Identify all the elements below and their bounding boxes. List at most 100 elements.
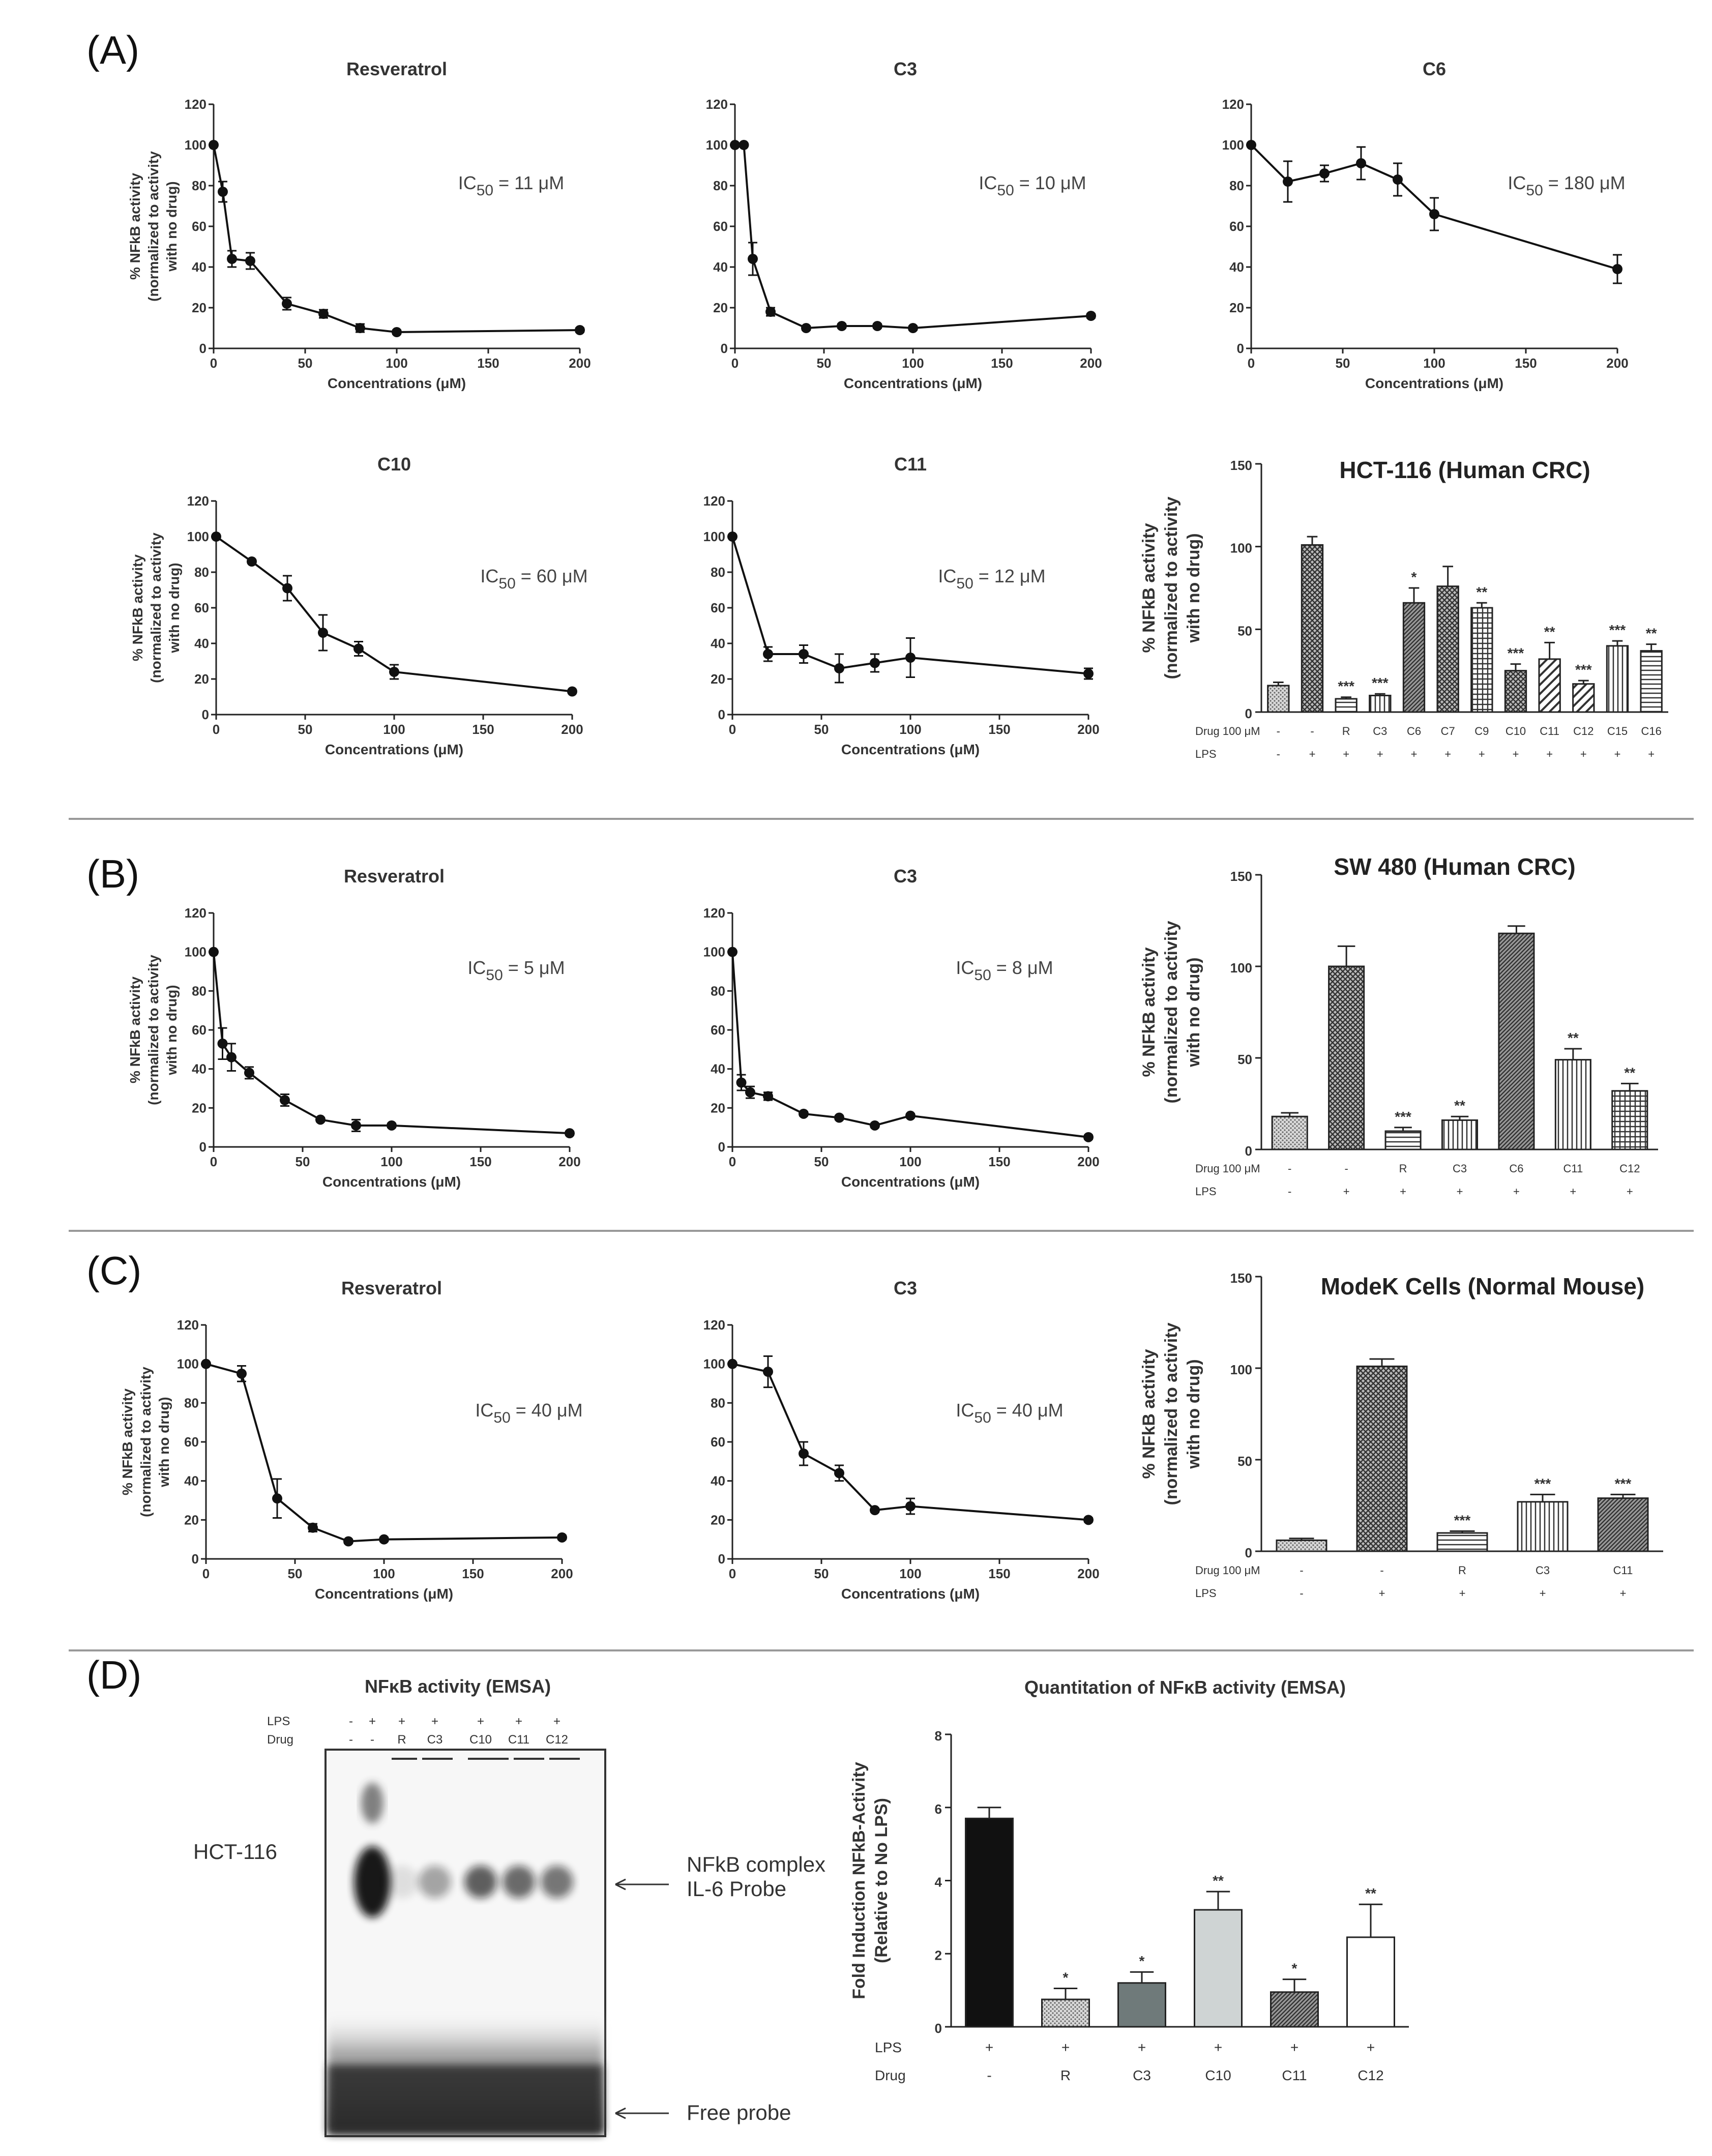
x-tick-label: 50 [1336, 356, 1350, 371]
y-tick-label: 100 [706, 137, 728, 153]
emsa-complex-band [503, 1866, 535, 1898]
x-tick-label: 50 [814, 722, 829, 737]
row-label: LPS [875, 2040, 902, 2055]
drug-condition: - [1310, 725, 1314, 737]
drug-condition: C9 [1474, 725, 1489, 737]
x-tick-label: 100 [899, 722, 921, 737]
data-point [739, 140, 749, 150]
emsa-row-lps-label: LPS [267, 1715, 290, 1728]
data-point [1612, 264, 1622, 274]
data-point [245, 256, 255, 266]
chart-a-c11: C11 0 20 40 60 80 100 120 0 50 100 150 200 Concentrat… [703, 454, 1100, 757]
data-point [799, 1449, 809, 1459]
x-tick-label: 100 [899, 1154, 921, 1169]
lps-condition: + [1546, 748, 1553, 760]
data-point [1319, 168, 1330, 179]
data-point [763, 1091, 773, 1102]
y-tick-label: 100 [703, 1356, 725, 1372]
row-label: Drug [875, 2068, 906, 2083]
emsa-drug-mark: - [370, 1733, 374, 1747]
lps-condition: + [1377, 748, 1383, 760]
y-tick-label: 120 [185, 97, 206, 112]
data-point [1083, 1132, 1094, 1142]
x-tick-label: 200 [1077, 722, 1099, 737]
chart-a-c6: C6 0 20 40 60 80 100 120 0 50 100 150 200 Concentrati… [1222, 58, 1629, 391]
bar [1117, 1982, 1166, 2028]
data-point [272, 1493, 282, 1504]
chart-b-c3: C3 0 20 40 60 80 100 120 0 50 100 150 200 Concentrati… [703, 866, 1100, 1190]
x-tick-label: 100 [902, 356, 924, 371]
lps-condition: + [1459, 1587, 1466, 1600]
data-point [557, 1532, 567, 1543]
drug-condition: C12 [1619, 1162, 1640, 1175]
x-tick-label: 100 [380, 1154, 402, 1169]
x-tick-label: 0 [729, 1154, 736, 1169]
data-point [379, 1534, 389, 1545]
data-point [870, 1505, 880, 1516]
y-tick-label: 20 [711, 671, 725, 687]
data-point [318, 628, 328, 638]
bar [1369, 694, 1392, 713]
significance-label: ** [1568, 1030, 1579, 1046]
data-point [834, 663, 844, 673]
y-tick-label: 100 [1230, 541, 1252, 556]
x-tick-label: 100 [386, 356, 407, 371]
y-tick-label: 100 [185, 137, 206, 153]
significance-label: ** [1213, 1873, 1224, 1888]
data-point [387, 1120, 397, 1131]
data-point [1283, 176, 1293, 187]
data-point [837, 321, 847, 331]
drug-condition: C12 [1573, 725, 1593, 737]
emsa-complex-band [541, 1866, 573, 1898]
data-point [736, 1077, 747, 1088]
data-point [1083, 1515, 1094, 1525]
x-tick-label: 0 [729, 1566, 736, 1581]
significance-label: *** [1508, 645, 1524, 661]
y-tick-label: 40 [194, 636, 209, 651]
ic50-label: IC50 = 60 μM [480, 566, 587, 592]
y-tick-label: 20 [711, 1100, 725, 1115]
y-axis-label: (normalized to activity [145, 151, 161, 302]
data-point [211, 531, 221, 542]
y-tick-label: 100 [1230, 960, 1252, 976]
data-point [282, 299, 292, 309]
y-tick-label: 120 [177, 1317, 199, 1333]
series-line [205, 1363, 563, 1543]
drug-condition: R [1458, 1564, 1466, 1577]
y-tick-label: 120 [187, 493, 209, 509]
drug-condition: C11 [1540, 725, 1559, 737]
y-tick-label: 120 [1222, 97, 1244, 112]
y-tick-label: 100 [177, 1356, 199, 1372]
x-tick-label: 200 [1077, 1154, 1099, 1169]
y-tick-label: 6 [935, 1801, 942, 1817]
data-point [343, 1536, 353, 1547]
y-tick-label: 150 [1230, 1271, 1252, 1286]
y-tick-label: 0 [718, 1551, 725, 1567]
y-axis-label: with no drug) [166, 563, 182, 653]
data-point [389, 667, 399, 677]
y-tick-label: 40 [713, 259, 728, 275]
data-point [227, 254, 237, 264]
data-point [727, 947, 737, 957]
x-tick-label: 150 [477, 356, 499, 371]
x-tick-label: 150 [988, 1154, 1010, 1169]
x-tick-label: 0 [1248, 356, 1255, 371]
x-tick-label: 200 [569, 356, 591, 371]
ic50-label: IC50 = 180 μM [1508, 172, 1625, 199]
bar [1517, 1501, 1569, 1552]
emsa-title: NFκB activity (EMSA) [365, 1676, 551, 1697]
bar [1346, 1936, 1395, 2028]
x-tick-label: 150 [1515, 356, 1537, 371]
significance-label: * [1139, 1953, 1145, 1969]
x-tick-label: 200 [558, 1154, 580, 1169]
bar [1271, 1115, 1308, 1150]
bar [1335, 698, 1357, 713]
emsa-lps-mark: + [369, 1715, 376, 1728]
drug-condition: R [1060, 2068, 1071, 2083]
y-tick-label: 40 [711, 636, 725, 651]
y-tick-label: 60 [711, 1434, 725, 1450]
emsa-drug-mark: R [397, 1733, 406, 1747]
y-axis-label: % NFkB activity [127, 173, 143, 280]
y-tick-label: 120 [185, 905, 206, 921]
y-tick-label: 50 [1237, 1454, 1252, 1469]
